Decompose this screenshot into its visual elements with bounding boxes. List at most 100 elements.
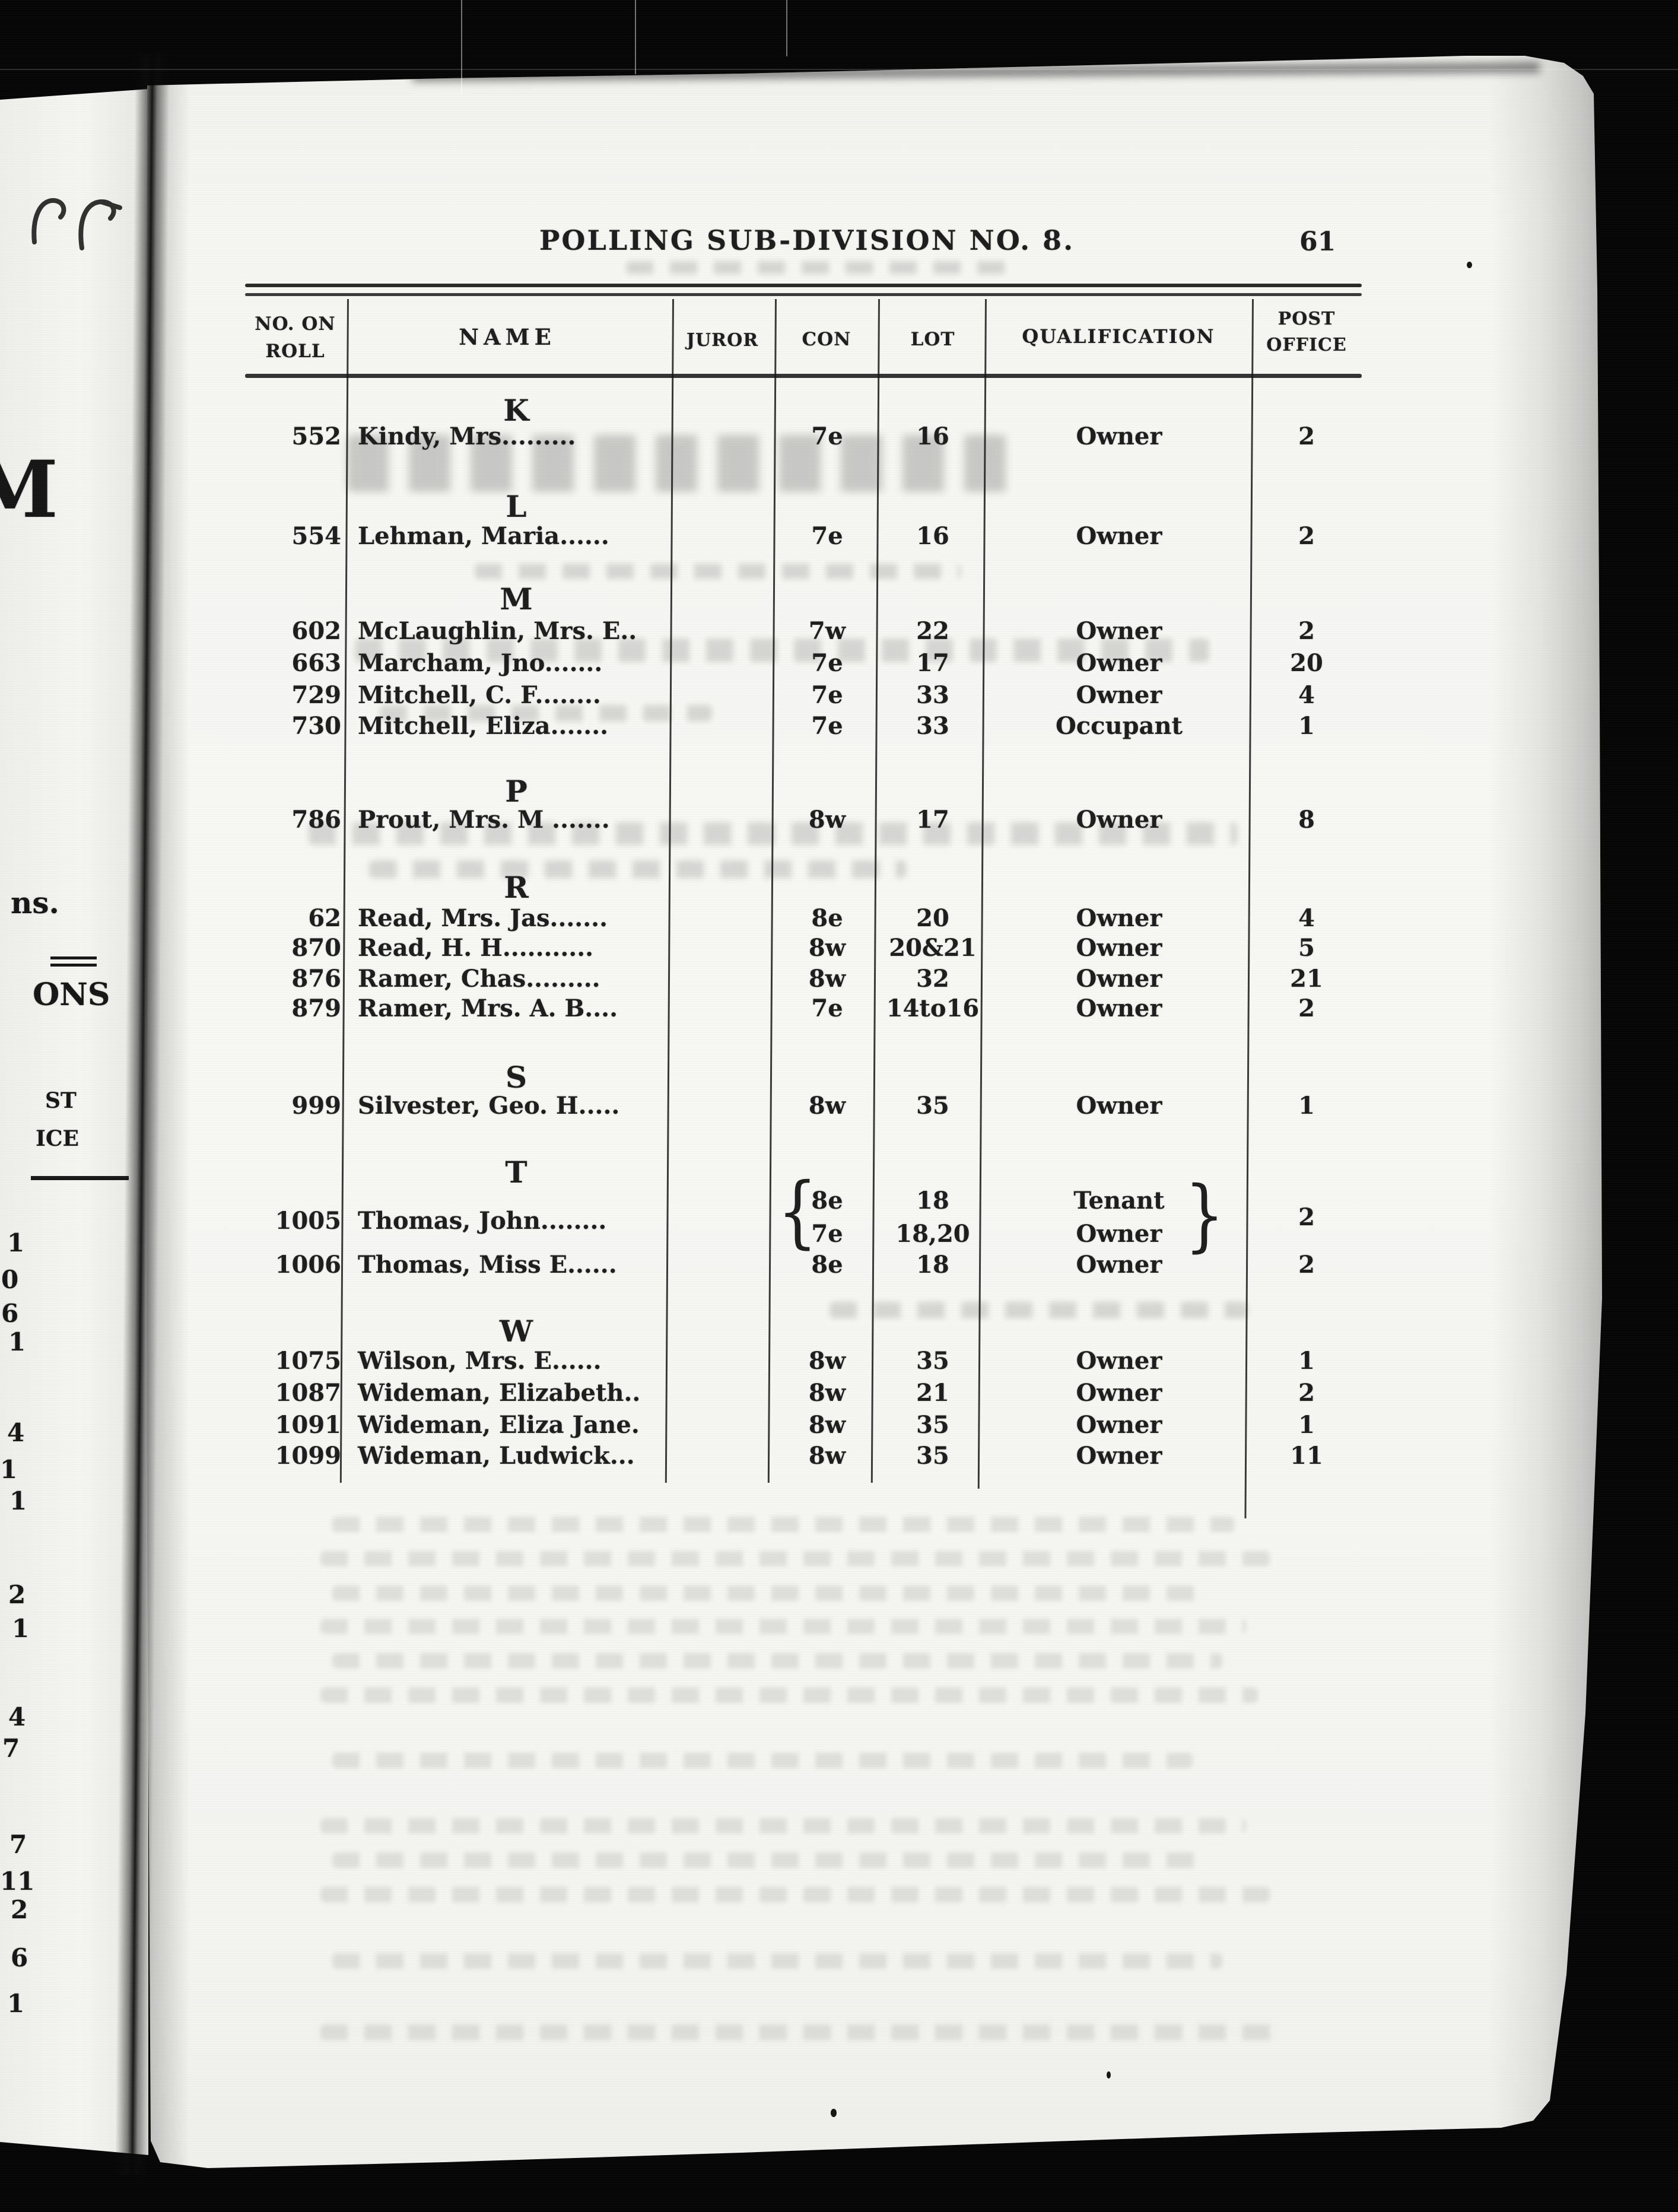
lot-value: 35 — [916, 1092, 949, 1120]
page-right-shading — [1489, 56, 1602, 2168]
page-top-shadow — [412, 62, 1540, 82]
roll-number: 999 — [291, 1092, 342, 1120]
concession-value: 8e — [811, 904, 843, 932]
roll-number: 1087 — [275, 1379, 341, 1407]
header-roll-line1: NO. ON — [255, 313, 336, 335]
post-office-value: 1 — [1298, 1092, 1315, 1120]
pen-mark-icon — [78, 199, 122, 250]
table-row: 1006 Thomas, Miss E...... 8e 18 Owner 2 — [246, 1251, 1362, 1283]
ghost-bleed-through — [320, 1687, 1258, 1703]
elector-name: Marcham, Jno....... — [358, 649, 603, 677]
margin-rule — [50, 956, 97, 959]
lot-value: 21 — [916, 1379, 949, 1407]
margin-fragment-text: ns. — [11, 885, 59, 920]
header-post-office-line2: OFFICE — [1266, 335, 1347, 355]
ghost-bleed-through — [369, 860, 906, 878]
header-juror: JUROR — [686, 330, 759, 351]
table-row: 62 Read, Mrs. Jas....... 8e 20 Owner 4 — [246, 904, 1362, 936]
ink-speck — [831, 2109, 837, 2117]
margin-number: 1 — [9, 1486, 27, 1515]
table-row: 602 McLaughlin, Mrs. E.. 7w 22 Owner 2 — [246, 617, 1362, 649]
table-row: 552 Kindy, Mrs......... 7e 16 Owner 2 — [246, 422, 1362, 455]
roll-number: 786 — [291, 806, 342, 834]
table-row: 729 Mitchell, C. F........ 7e 33 Owner 4 — [246, 681, 1362, 713]
concession-value: 7e — [811, 712, 843, 740]
concession-value: 7e — [811, 994, 843, 1022]
table-row: 876 Ramer, Chas......... 8w 32 Owner 21 — [246, 965, 1362, 997]
page-number: 61 — [1299, 227, 1336, 257]
concession-value: 7e — [811, 422, 843, 450]
lot-value: 32 — [916, 965, 949, 993]
post-office-value: 1 — [1298, 1411, 1315, 1439]
elector-name: Mitchell, C. F........ — [358, 681, 601, 709]
pen-mark-icon — [31, 198, 66, 244]
margin-number: 1 — [7, 1228, 25, 1257]
roll-number: 554 — [291, 522, 342, 550]
roll-number: 552 — [291, 422, 342, 450]
section-letter: T — [505, 1155, 527, 1190]
qualification-value: Owner — [1076, 1347, 1162, 1375]
brace-right: } — [1184, 1169, 1225, 1261]
ghost-bleed-through — [320, 1887, 1270, 1902]
concession-value: 8w — [808, 1442, 846, 1470]
section-letter: W — [499, 1314, 533, 1349]
qualification-value: Owner — [1076, 994, 1162, 1022]
table-row: 786 Prout, Mrs. M ....... 8w 17 Owner 8 — [246, 806, 1362, 838]
ghost-bleed-through — [332, 1753, 1193, 1768]
elector-name: Silvester, Geo. H..... — [358, 1092, 620, 1120]
concession-value: 7e — [811, 1220, 843, 1248]
post-office-value: 5 — [1298, 934, 1315, 962]
scan-scratch — [0, 69, 1678, 70]
lot-value: 17 — [916, 806, 949, 834]
concession-value: 8w — [808, 965, 846, 993]
qualification-value: Owner — [1076, 522, 1162, 550]
lot-value: 20 — [916, 904, 949, 932]
page-title: POLLING SUB-DIVISION NO. 8. — [539, 224, 1075, 256]
lot-value: 16 — [916, 422, 949, 450]
table-row: 1099 Wideman, Ludwick... 8w 35 Owner 11 — [246, 1442, 1362, 1474]
section-letter: R — [504, 870, 529, 905]
elector-name: Prout, Mrs. M ....... — [358, 806, 610, 834]
margin-number: 7 — [2, 1734, 20, 1763]
ghost-bleed-through — [320, 1551, 1270, 1566]
qualification-value: Owner — [1076, 1220, 1162, 1248]
roll-number: 663 — [291, 649, 342, 677]
post-office-value: 8 — [1298, 806, 1315, 834]
ghost-bleed-through — [320, 1818, 1246, 1833]
ink-speck — [1467, 262, 1472, 268]
header-roll-line2: ROLL — [265, 341, 325, 362]
margin-number: 1 — [7, 1989, 25, 2018]
qualification-value: Owner — [1076, 1442, 1162, 1470]
elector-name: Thomas, Miss E...... — [358, 1251, 617, 1279]
margin-fragment-text: ICE — [36, 1126, 79, 1151]
elector-name: Read, H. H........... — [358, 934, 594, 962]
lot-value: 14to16 — [886, 994, 980, 1022]
ghost-bleed-through — [320, 2025, 1282, 2040]
lot-value: 16 — [916, 522, 949, 550]
ghost-bleed-through — [347, 435, 1021, 492]
post-office-value: 20 — [1290, 649, 1323, 677]
ghost-bleed-through — [475, 564, 961, 579]
section-letter: S — [505, 1060, 527, 1095]
post-office-value: 2 — [1298, 522, 1315, 550]
qualification-value: Owner — [1076, 422, 1162, 450]
roll-number: 1091 — [275, 1411, 341, 1439]
post-office-value: 4 — [1298, 904, 1315, 932]
qualification-value: Owner — [1076, 649, 1162, 677]
roll-number: 602 — [291, 617, 342, 645]
scan-scratch — [786, 0, 787, 56]
margin-number: 11 — [0, 1867, 35, 1896]
table-top-rule — [245, 293, 1362, 296]
roll-number: 876 — [291, 965, 342, 993]
post-office-value: 1 — [1298, 1347, 1315, 1375]
table-row: 730 Mitchell, Eliza....... 7e 33 Occupan… — [246, 712, 1362, 744]
roll-number: 870 — [291, 934, 342, 962]
margin-number: 1 — [0, 1455, 18, 1484]
concession-value: 7e — [811, 522, 843, 550]
margin-number: 6 — [1, 1299, 19, 1328]
table-subrow: 7e 18,20 Owner — [246, 1220, 1362, 1252]
post-office-value: 1 — [1298, 712, 1315, 740]
elector-name: McLaughlin, Mrs. E.. — [358, 617, 637, 645]
qualification-value: Owner — [1076, 904, 1162, 932]
lot-value: 18,20 — [895, 1220, 970, 1248]
